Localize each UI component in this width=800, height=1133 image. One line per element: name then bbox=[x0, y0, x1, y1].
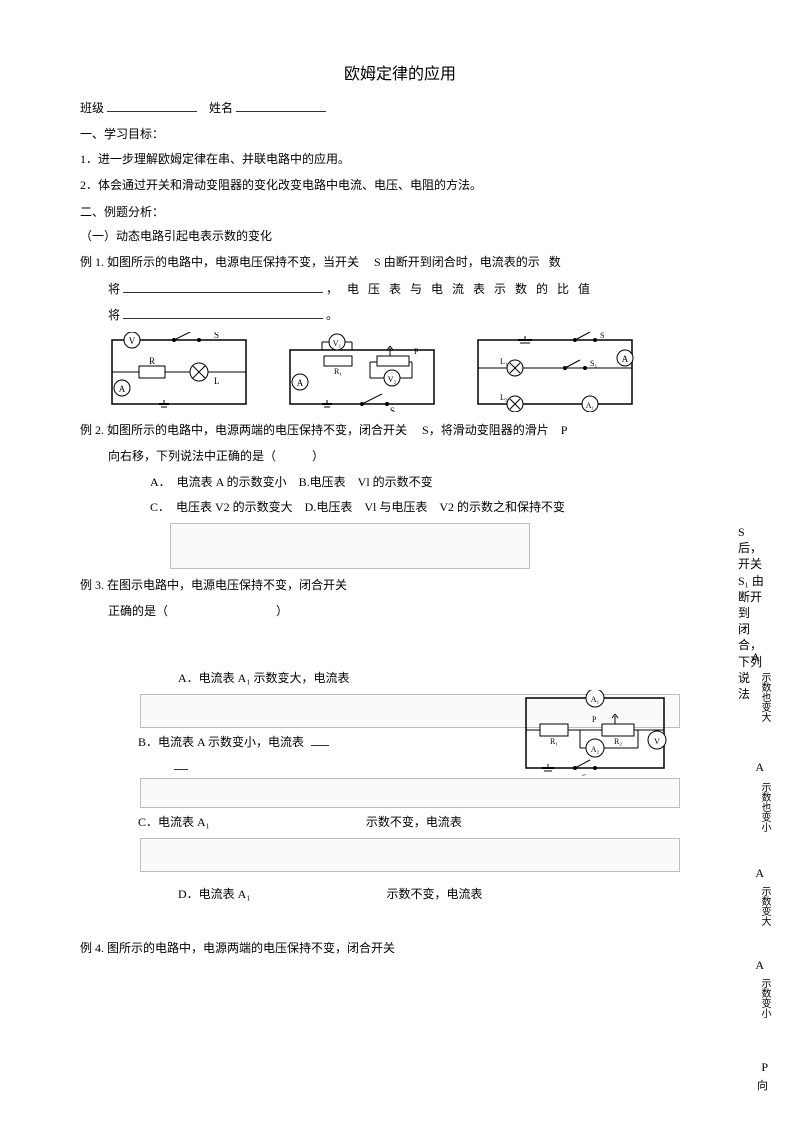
svg-text:L₂: L₂ bbox=[500, 393, 508, 402]
circuit-1-icon: V S R L A bbox=[104, 332, 254, 412]
ex3-gray-box-3 bbox=[140, 778, 680, 808]
ex3-optC-a: C．电流表 A₁ bbox=[138, 815, 210, 829]
sec1-p2: 2．体会通过开关和滑动变阻器的变化改变电路中电流、电压、电阻的方法。 bbox=[80, 175, 720, 195]
svg-text:L₁: L₁ bbox=[500, 357, 508, 366]
vtext-7: 示数变小 bbox=[752, 978, 770, 1018]
tiny-sub-1 bbox=[174, 760, 188, 770]
ex2-l1c: P bbox=[561, 423, 568, 437]
vtext-1: 示数也变大 bbox=[752, 672, 770, 722]
svg-text:A: A bbox=[119, 384, 126, 394]
side-s4: 断开到 bbox=[738, 589, 766, 621]
tiny-blank-1 bbox=[311, 736, 329, 746]
svg-text:P: P bbox=[592, 715, 597, 724]
ex1-l1c: 数 bbox=[549, 255, 561, 269]
side-s5: 闭合， bbox=[738, 621, 766, 653]
svg-text:R₂: R₂ bbox=[614, 737, 622, 746]
svg-text:V: V bbox=[129, 336, 136, 346]
svg-text:S: S bbox=[582, 773, 586, 776]
svg-text:P: P bbox=[414, 347, 419, 356]
ex1-line3: 将 。 bbox=[80, 305, 720, 325]
svg-text:A₂: A₂ bbox=[591, 745, 600, 754]
ex2-l1b: S，将滑动变阻器的滑片 bbox=[422, 423, 549, 437]
ex1-l1b: S 由断开到闭合时，电流表的示 bbox=[374, 255, 540, 269]
ex3-optD: D．电流表 A₁ 示数不变，电流表 bbox=[80, 884, 720, 904]
sec1-p1: 1．进一步理解欧姆定律在串、并联电路中的应用。 bbox=[80, 149, 720, 169]
sec2-heading: 二、例题分析： bbox=[80, 202, 720, 222]
circuit-row: V S R L A V₁ R₁ P V₂ A S S A L₁ S₁ bbox=[104, 332, 720, 412]
svg-text:S₁: S₁ bbox=[590, 359, 597, 368]
ex2-line1: 例 2. 如图所示的电路中，电源两端的电压保持不变，闭合开关 S，将滑动变阻器的… bbox=[80, 420, 720, 440]
svg-text:V₁: V₁ bbox=[333, 339, 342, 348]
sideA-1: A bbox=[751, 650, 760, 665]
svg-text:V₂: V₂ bbox=[388, 375, 397, 384]
page-title: 欧姆定律的应用 bbox=[80, 60, 720, 84]
circuit-4-icon: A₁ R₁ R₂ P A₂ V S bbox=[520, 690, 670, 776]
svg-text:A₁: A₁ bbox=[591, 695, 600, 704]
ex4-tail2: 向 bbox=[757, 1077, 768, 1093]
vtext-6: A bbox=[755, 958, 764, 973]
svg-text:S: S bbox=[600, 332, 604, 340]
ex1-l3b: 。 bbox=[326, 308, 338, 322]
vtext-2: A bbox=[755, 760, 764, 775]
ex1-blank1[interactable] bbox=[123, 281, 323, 293]
svg-text:R₁: R₁ bbox=[334, 367, 342, 376]
vtext-3: 示数也变小 bbox=[752, 782, 770, 832]
side-s1: S 后， bbox=[738, 524, 766, 556]
circuit-3-icon: S A L₁ S₁ L₂ A₁ bbox=[470, 332, 640, 412]
svg-text:A₁: A₁ bbox=[586, 401, 595, 410]
vtext-4: A bbox=[755, 866, 764, 881]
ex1-blank2[interactable] bbox=[123, 307, 323, 319]
svg-text:V: V bbox=[654, 737, 660, 746]
ex3-optC-b: 示数不变，电流表 bbox=[366, 815, 462, 829]
ex3-line2: 正确的是（ ） bbox=[80, 601, 720, 621]
sec1-heading: 一、学习目标： bbox=[80, 124, 720, 144]
ex1-line1: 例 1. 如图所示的电路中，电源电压保持不变，当开关 S 由断开到闭合时，电流表… bbox=[80, 252, 720, 272]
ex3-optC: C．电流表 A₁ 示数不变，电流表 bbox=[80, 812, 720, 832]
ex4-line: 例 4. 图所示的电路中，电源两端的电压保持不变，闭合开关 bbox=[80, 938, 720, 958]
ex3-gray-box-1 bbox=[170, 523, 530, 569]
svg-text:R: R bbox=[149, 356, 155, 366]
circuit-2-icon: V₁ R₁ P V₂ A S bbox=[282, 332, 442, 412]
ex4-tail1: P bbox=[761, 1060, 768, 1075]
name-label: 姓名 bbox=[209, 101, 233, 115]
ex1-line2: 将 ， 电 压 表 与 电 流 表 示 数 的 比 值 bbox=[80, 279, 720, 299]
ex1-l3a: 将 bbox=[108, 308, 120, 322]
svg-text:R₁: R₁ bbox=[550, 737, 558, 746]
ex3-optA: A．电流表 A₁ 示数变大，电流表 bbox=[80, 668, 720, 688]
ex3-line1: 例 3. 在图示电路中，电源电压保持不变，闭合开关 bbox=[80, 575, 720, 595]
ex3-optD-a: D．电流表 A₁ bbox=[178, 887, 251, 901]
svg-text:S: S bbox=[390, 406, 395, 412]
ex2-line2: 向右移，下列说法中正确的是（ ） bbox=[80, 446, 720, 466]
svg-text:A: A bbox=[622, 354, 629, 364]
class-label: 班级 bbox=[80, 101, 104, 115]
ex1-l2b: ， 电 压 表 与 电 流 表 示 数 的 比 值 bbox=[326, 282, 593, 296]
ex3-optB-text: B．电流表 A 示数变小，电流表 bbox=[138, 735, 304, 749]
svg-text:S: S bbox=[214, 332, 219, 340]
name-blank[interactable] bbox=[236, 100, 326, 112]
side-s2: 开关 bbox=[738, 556, 766, 572]
svg-text:L: L bbox=[214, 376, 220, 386]
side-s3: S₁ 由 bbox=[738, 573, 766, 589]
svg-text:A: A bbox=[297, 378, 304, 388]
vtext-5: 示数变大 bbox=[752, 886, 770, 926]
ex2-optA: A． 电流表 A 的示数变小 B.电压表 Vl 的示数不变 bbox=[80, 472, 720, 492]
ex3-optD-b: 示数不变，电流表 bbox=[387, 887, 483, 901]
ex1-l2a: 将 bbox=[108, 282, 120, 296]
header-row: 班级 姓名 bbox=[80, 98, 720, 118]
ex2-l1a: 例 2. 如图所示的电路中，电源两端的电压保持不变，闭合开关 bbox=[80, 423, 407, 437]
ex3-gray-box-4 bbox=[140, 838, 680, 872]
ex1-l1a: 例 1. 如图所示的电路中，电源电压保持不变，当开关 bbox=[80, 255, 359, 269]
class-blank[interactable] bbox=[107, 100, 197, 112]
sec2-sub: （一）动态电路引起电表示数的变化 bbox=[80, 226, 720, 246]
ex2-optC: C． 电压表 V2 的示数变大 D.电压表 Vl 与电压表 V2 的示数之和保持… bbox=[80, 497, 720, 517]
